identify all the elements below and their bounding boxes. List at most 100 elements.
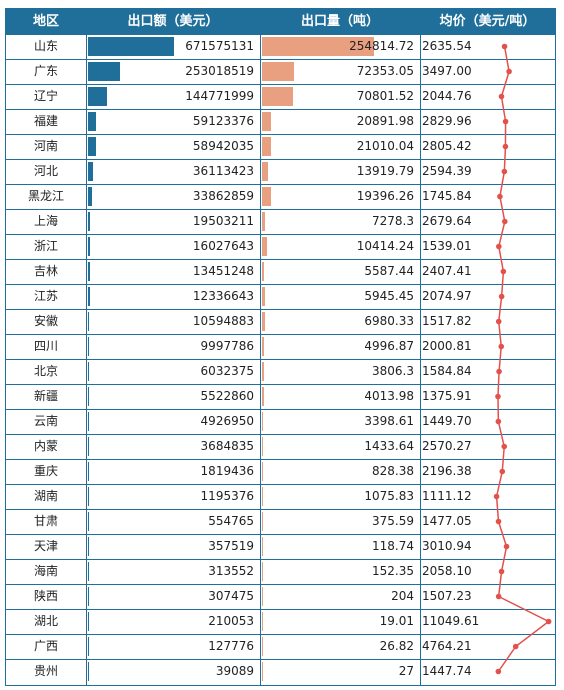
amount-cell: 313552	[208, 564, 254, 578]
price-cell: 1539.01	[422, 239, 472, 253]
amount-bar	[88, 662, 89, 681]
price-point	[498, 568, 505, 575]
volume-bar	[262, 112, 272, 131]
price-point	[495, 518, 502, 525]
row-divider	[6, 534, 555, 535]
volume-cell: 72353.05	[356, 64, 414, 78]
amount-cell: 671575131	[185, 39, 254, 53]
amount-cell: 253018519	[185, 64, 254, 78]
amount-bar	[88, 87, 107, 106]
price-cell: 2679.64	[422, 214, 472, 228]
amount-bar	[88, 237, 91, 256]
volume-cell: 118.74	[372, 539, 414, 553]
price-point	[545, 618, 552, 625]
row-divider	[6, 609, 555, 610]
table-row: 辽宁 144771999 70801.52 2044.76	[6, 84, 555, 109]
region-cell: 广东	[33, 64, 58, 78]
volume-bar	[262, 387, 264, 406]
amount-bar	[88, 262, 90, 281]
row-divider	[6, 409, 555, 410]
table-row: 重庆 1819436 828.38 2196.38	[6, 459, 555, 484]
price-point	[498, 343, 505, 350]
price-point	[512, 643, 519, 650]
price-point	[499, 468, 506, 475]
row-divider	[6, 634, 555, 635]
price-cell: 1517.82	[422, 314, 472, 328]
volume-cell: 3398.61	[364, 414, 414, 428]
amount-cell: 39089	[215, 664, 254, 678]
price-point	[496, 243, 502, 250]
row-divider	[6, 309, 555, 310]
table-row: 广东 253018519 72353.05 3497.00	[6, 59, 555, 84]
volume-bar	[262, 162, 269, 181]
region-cell: 甘肃	[33, 514, 58, 528]
region-cell: 贵州	[33, 664, 58, 678]
header-amount: 出口额（美元）	[127, 14, 219, 29]
price-point	[502, 143, 509, 150]
amount-cell: 3684835	[200, 439, 254, 453]
amount-bar	[88, 562, 89, 581]
price-point	[502, 118, 509, 125]
table-row: 贵州 39089 27 1447.74	[6, 659, 555, 684]
table-row: 黑龙江 33862859 19396.26 1745.84	[6, 184, 555, 209]
price-cell: 2407.41	[422, 264, 472, 278]
table-row: 安徽 10594883 6980.33 1517.82	[6, 309, 555, 334]
table-row: 湖南 1195376 1075.83 1111.12	[6, 484, 555, 509]
amount-bar	[88, 412, 89, 431]
volume-cell: 19.01	[379, 614, 414, 628]
column-divider	[260, 9, 261, 685]
price-point	[501, 43, 508, 50]
amount-cell: 59123376	[192, 114, 254, 128]
price-cell: 1584.84	[422, 364, 472, 378]
table-row: 浙江 16027643 10414.24 1539.01	[6, 234, 555, 259]
volume-cell: 26.82	[379, 639, 414, 653]
price-cell: 2058.10	[422, 564, 472, 578]
table-row: 山东 671575131 254814.72 2635.54	[6, 34, 555, 59]
row-divider	[6, 359, 555, 360]
volume-cell: 20891.98	[356, 114, 414, 128]
price-point	[495, 318, 502, 325]
volume-bar	[262, 412, 264, 431]
amount-bar	[88, 137, 96, 156]
region-cell: 陕西	[33, 589, 58, 603]
row-divider	[6, 84, 555, 85]
price-point	[495, 593, 502, 600]
column-divider	[86, 9, 87, 685]
column-divider	[420, 9, 421, 685]
region-cell: 海南	[33, 564, 58, 578]
price-point	[503, 543, 510, 550]
amount-bar	[88, 337, 90, 356]
volume-cell: 27	[398, 664, 414, 678]
amount-cell: 554765	[208, 514, 254, 528]
amount-cell: 144771999	[185, 89, 254, 103]
row-divider	[6, 59, 555, 60]
table-row: 天津 357519 118.74 3010.94	[6, 534, 555, 559]
volume-bar	[262, 487, 263, 506]
price-point	[498, 293, 505, 300]
amount-bar	[88, 612, 89, 631]
volume-cell: 1075.83	[364, 489, 414, 503]
amount-bar	[88, 387, 89, 406]
export-table: 地区 出口额（美元） 出口量（吨） 均价（美元/吨） 山东 671575131 25…	[5, 8, 556, 686]
amount-cell: 36113423	[192, 164, 254, 178]
volume-bar	[262, 187, 271, 206]
region-cell: 河北	[33, 164, 58, 178]
amount-cell: 12336643	[192, 289, 254, 303]
row-divider	[6, 284, 555, 285]
volume-bar	[262, 87, 294, 106]
row-divider	[6, 434, 555, 435]
price-cell: 1745.84	[422, 189, 472, 203]
amount-bar	[88, 212, 91, 231]
amount-bar	[88, 362, 89, 381]
table-row: 河北 36113423 13919.79 2594.39	[6, 159, 555, 184]
table-row: 云南 4926950 3398.61 1449.70	[6, 409, 555, 434]
price-cell: 11049.61	[422, 614, 480, 628]
volume-cell: 1433.64	[364, 439, 414, 453]
row-divider	[6, 34, 555, 35]
price-cell: 1449.70	[422, 414, 472, 428]
volume-bar	[262, 62, 294, 81]
volume-cell: 254814.72	[349, 39, 414, 53]
volume-cell: 152.35	[372, 564, 414, 578]
volume-cell: 4996.87	[364, 339, 414, 353]
volume-cell: 19396.26	[356, 189, 414, 203]
